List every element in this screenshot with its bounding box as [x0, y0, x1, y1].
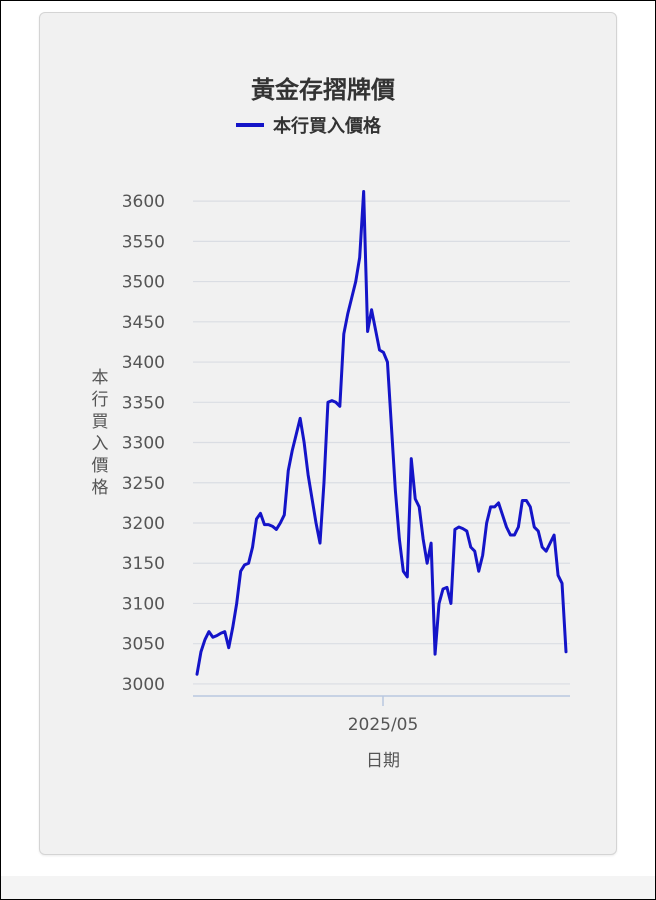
y-axis-title-char: 行: [92, 390, 109, 410]
y-axis-title-char: 買: [92, 412, 109, 432]
y-axis-title-char: 入: [92, 434, 109, 454]
y-tick-label: 3000: [122, 675, 165, 695]
chart-title: 黃金存摺牌價: [251, 76, 396, 104]
y-axis-title: 本行買入價格: [92, 368, 109, 498]
y-tick-label: 3400: [122, 353, 165, 373]
y-axis-title-char: 本: [92, 368, 109, 388]
y-axis-title-char: 價: [92, 456, 109, 476]
y-tick-label: 3150: [122, 554, 165, 574]
price-line-chart: 黃金存摺牌價 本行買入價格 3000 3050 3100 3150 3200 3250 33…: [92, 76, 570, 771]
y-tick-label: 3350: [122, 393, 165, 413]
y-tick-label: 3550: [122, 232, 165, 252]
y-tick-label: 3600: [122, 192, 165, 212]
x-tick-label: 2025/05: [348, 715, 419, 735]
y-tick-label: 3300: [122, 434, 165, 454]
chart-legend[interactable]: 本行買入價格: [236, 115, 382, 137]
legend-label-buy-price: 本行買入價格: [273, 115, 382, 137]
x-axis-title: 日期: [366, 751, 400, 771]
y-tick-label: 3450: [122, 313, 165, 333]
y-tick-label: 3050: [122, 635, 165, 655]
y-axis-title-char: 格: [92, 478, 109, 498]
y-tick-labels: 3000 3050 3100 3150 3200 3250 3300 3350 3400 3450…: [122, 192, 165, 695]
y-tick-label: 3100: [122, 594, 165, 614]
footer-strip: [1, 876, 655, 899]
y-gridlines: [193, 200, 570, 685]
chart-card: 黃金存摺牌價 本行買入價格 3000 3050 3100 3150 3200 3250 33…: [39, 12, 617, 855]
y-tick-label: 3200: [122, 514, 165, 534]
y-tick-label: 3500: [122, 273, 165, 293]
y-tick-label: 3250: [122, 474, 165, 494]
series-line-buy-price[interactable]: [195, 189, 568, 676]
